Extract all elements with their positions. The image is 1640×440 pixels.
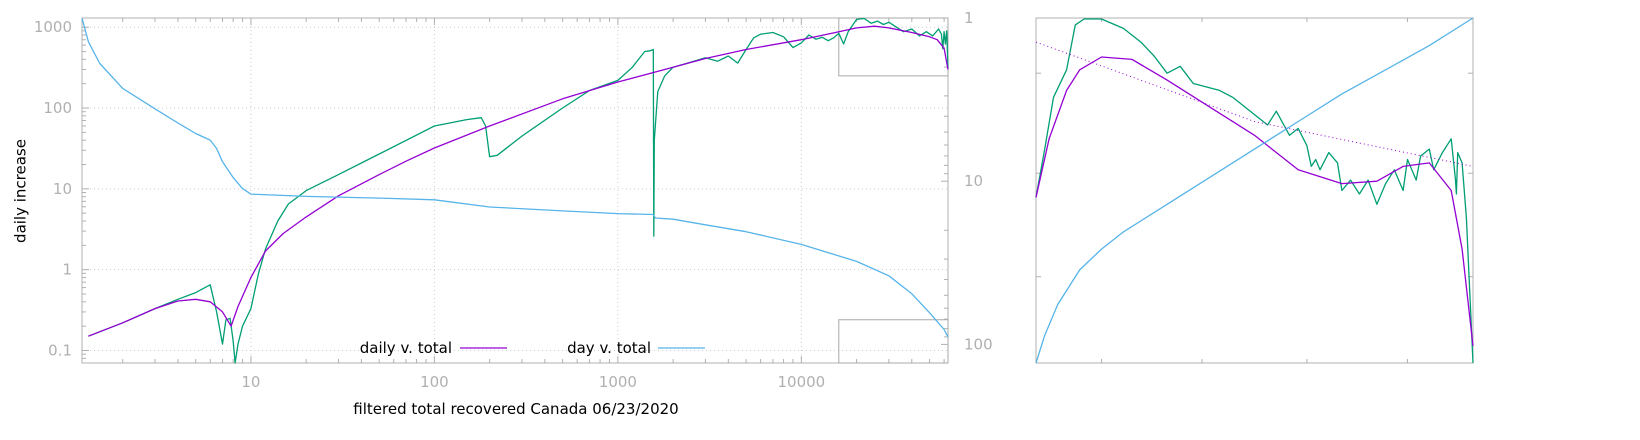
inset-series-daily-v-total (1035, 56, 1474, 346)
y2-tick-label: 1 (964, 9, 974, 27)
inset-ticks (1036, 18, 1473, 363)
inset-series-fit-dotted (1035, 41, 1474, 167)
y-tick-label: 1000 (34, 18, 72, 36)
x-axis-label: filtered total recovered Canada 06/23/20… (353, 400, 678, 418)
inset-series-daily-raw (1035, 18, 1474, 364)
main-series (81, 17, 949, 364)
main-ticks (82, 17, 948, 364)
inset-plot-frame (1035, 17, 1474, 364)
main-tick-labels: 10 100 1000 10000 0.1 1 10 100 1000 1 10 100 (34, 9, 993, 391)
zoom-box-lower (838, 319, 949, 364)
x-tick-label: 10 (241, 373, 260, 391)
series-day-v-total (81, 17, 949, 338)
x-tick-label: 1000 (599, 373, 637, 391)
zoom-box-upper (838, 17, 949, 77)
y-tick-label: 0.1 (48, 341, 72, 359)
y2-tick-label: 100 (964, 335, 993, 353)
legend-label-day-v-total: day v. total (567, 339, 651, 357)
legend-label-daily-v-total: daily v. total (360, 339, 452, 357)
x-tick-label: 100 (420, 373, 449, 391)
y-tick-label: 100 (43, 99, 72, 117)
y2-tick-label: 10 (964, 172, 983, 190)
x-tick-label: 10000 (777, 373, 825, 391)
y-axis-label: daily increase (12, 139, 30, 243)
series-daily-raw (88, 17, 949, 364)
y-tick-label: 1 (62, 261, 72, 279)
y-tick-label: 10 (53, 180, 72, 198)
series-daily-v-total (88, 25, 949, 337)
main-grid (82, 18, 948, 363)
main-plot-frame (81, 17, 949, 364)
inset-series-day-v-total (1035, 17, 1474, 364)
inset-series (1035, 17, 1474, 364)
legend: daily v. total day v. total (360, 339, 705, 357)
